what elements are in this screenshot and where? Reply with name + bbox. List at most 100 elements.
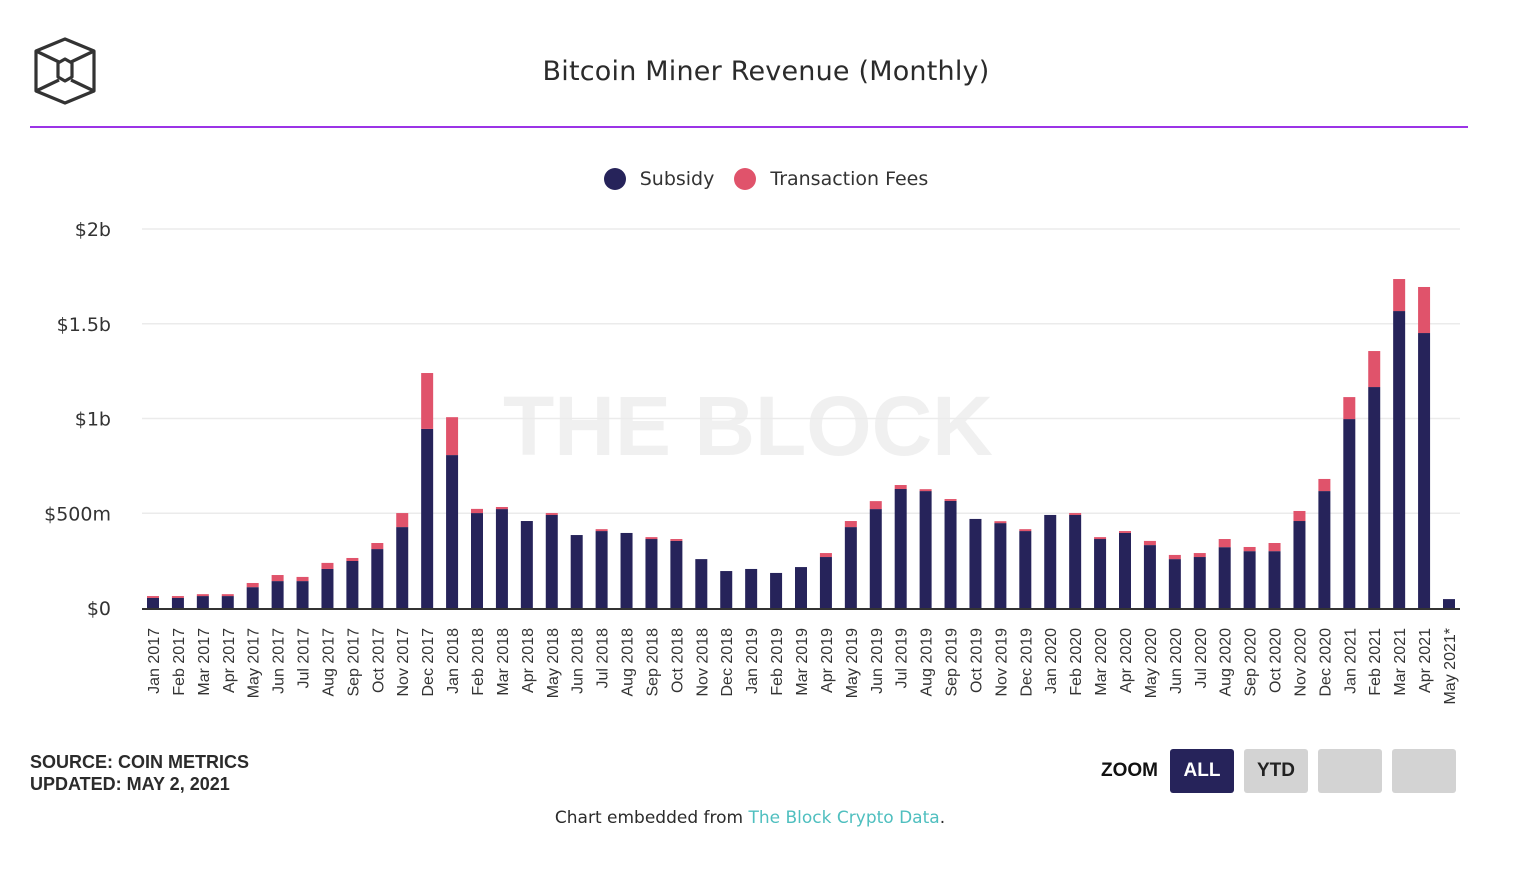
bar-transaction-fees[interactable] xyxy=(321,562,334,569)
bar-transaction-fees[interactable] xyxy=(894,485,907,489)
bar-subsidy[interactable] xyxy=(296,581,309,608)
bar-transaction-fees[interactable] xyxy=(1368,351,1381,388)
bar-subsidy[interactable] xyxy=(1168,559,1181,608)
bar-transaction-fees[interactable] xyxy=(1218,539,1231,548)
bar-subsidy[interactable] xyxy=(844,527,857,608)
bar-transaction-fees[interactable] xyxy=(147,596,159,598)
zoom-all-button[interactable]: ALL xyxy=(1170,749,1234,793)
bar-subsidy[interactable] xyxy=(1318,491,1331,608)
bar-subsidy[interactable] xyxy=(271,581,284,608)
bar-subsidy[interactable] xyxy=(545,514,558,608)
bar-subsidy[interactable] xyxy=(1019,531,1032,608)
bar-subsidy[interactable] xyxy=(171,597,184,608)
bar-transaction-fees[interactable] xyxy=(869,501,882,510)
bar-transaction-fees[interactable] xyxy=(1318,478,1331,492)
bar-subsidy[interactable] xyxy=(645,539,658,608)
bar-subsidy[interactable] xyxy=(720,571,733,608)
bar-transaction-fees[interactable] xyxy=(421,373,434,429)
bar-subsidy[interactable] xyxy=(869,509,882,608)
bar-subsidy[interactable] xyxy=(1193,557,1206,608)
bar-transaction-fees[interactable] xyxy=(844,521,857,528)
bar-transaction-fees[interactable] xyxy=(819,553,832,558)
bar-subsidy[interactable] xyxy=(795,567,807,608)
bar-subsidy[interactable] xyxy=(1343,419,1356,608)
bar-subsidy[interactable] xyxy=(1218,547,1231,608)
legend-item-subsidy[interactable]: Subsidy xyxy=(603,168,714,190)
bar-transaction-fees[interactable] xyxy=(545,513,558,515)
bar-subsidy[interactable] xyxy=(495,509,508,608)
bar-subsidy[interactable] xyxy=(1243,551,1256,608)
bar-transaction-fees[interactable] xyxy=(1193,553,1206,558)
bar-subsidy[interactable] xyxy=(371,549,384,608)
bar-subsidy[interactable] xyxy=(1443,599,1455,608)
bar-subsidy[interactable] xyxy=(670,540,683,608)
bar-transaction-fees[interactable] xyxy=(1119,531,1131,533)
bar-subsidy[interactable] xyxy=(421,428,434,608)
bar-transaction-fees[interactable] xyxy=(1393,279,1406,312)
bar-subsidy[interactable] xyxy=(520,521,533,608)
bar-transaction-fees[interactable] xyxy=(944,499,957,501)
bar-subsidy[interactable] xyxy=(819,557,832,608)
bar-transaction-fees[interactable] xyxy=(1293,510,1306,522)
bar-subsidy[interactable] xyxy=(969,518,982,608)
bar-transaction-fees[interactable] xyxy=(1268,543,1281,552)
bar-subsidy[interactable] xyxy=(944,500,957,608)
bar-transaction-fees[interactable] xyxy=(1143,540,1156,546)
bar-subsidy[interactable] xyxy=(919,491,932,608)
bar-transaction-fees[interactable] xyxy=(271,575,284,582)
bar-subsidy[interactable] xyxy=(1393,311,1406,608)
bar-transaction-fees[interactable] xyxy=(1069,513,1082,515)
bar-transaction-fees[interactable] xyxy=(595,529,608,532)
bar-subsidy[interactable] xyxy=(770,572,783,608)
bar-transaction-fees[interactable] xyxy=(919,489,932,492)
bar-transaction-fees[interactable] xyxy=(645,537,658,540)
bar-transaction-fees[interactable] xyxy=(495,506,508,510)
bar-transaction-fees[interactable] xyxy=(396,513,409,528)
bar-transaction-fees[interactable] xyxy=(1343,397,1356,420)
bar-transaction-fees[interactable] xyxy=(670,539,683,541)
bar-subsidy[interactable] xyxy=(894,488,907,608)
bar-subsidy[interactable] xyxy=(1094,539,1107,608)
bar-subsidy[interactable] xyxy=(620,532,633,608)
zoom-option-button-3[interactable] xyxy=(1318,749,1382,793)
bar-subsidy[interactable] xyxy=(695,559,708,608)
bar-transaction-fees[interactable] xyxy=(371,543,384,550)
bar-subsidy[interactable] xyxy=(1268,551,1281,608)
bar-subsidy[interactable] xyxy=(471,513,483,608)
bar-transaction-fees[interactable] xyxy=(1019,529,1032,532)
bar-subsidy[interactable] xyxy=(396,527,409,608)
bar-subsidy[interactable] xyxy=(196,596,209,608)
bar-subsidy[interactable] xyxy=(147,597,159,608)
bar-subsidy[interactable] xyxy=(346,561,359,608)
bar-subsidy[interactable] xyxy=(1368,387,1381,608)
bar-subsidy[interactable] xyxy=(1069,514,1082,608)
bar-subsidy[interactable] xyxy=(1418,333,1431,608)
bar-subsidy[interactable] xyxy=(1143,545,1156,608)
bar-transaction-fees[interactable] xyxy=(346,557,359,562)
bar-transaction-fees[interactable] xyxy=(1094,537,1107,540)
bar-transaction-fees[interactable] xyxy=(221,594,234,597)
bar-subsidy[interactable] xyxy=(994,523,1007,608)
bar-subsidy[interactable] xyxy=(595,531,608,608)
bar-subsidy[interactable] xyxy=(745,568,758,608)
bar-subsidy[interactable] xyxy=(1044,514,1057,608)
bar-subsidy[interactable] xyxy=(446,455,459,608)
bar-transaction-fees[interactable] xyxy=(296,576,309,582)
legend-item-fees[interactable]: Transaction Fees xyxy=(734,168,928,190)
bar-subsidy[interactable] xyxy=(1119,532,1131,608)
zoom-option-button-4[interactable] xyxy=(1392,749,1456,793)
bar-transaction-fees[interactable] xyxy=(171,596,184,598)
bar-subsidy[interactable] xyxy=(221,596,234,608)
bar-subsidy[interactable] xyxy=(1293,521,1306,608)
bar-transaction-fees[interactable] xyxy=(1168,554,1181,560)
bar-transaction-fees[interactable] xyxy=(1243,546,1256,552)
bar-subsidy[interactable] xyxy=(246,587,259,608)
bar-transaction-fees[interactable] xyxy=(471,508,483,514)
the-block-crypto-data-link[interactable]: The Block Crypto Data xyxy=(748,808,940,828)
bar-transaction-fees[interactable] xyxy=(994,521,1007,524)
bar-transaction-fees[interactable] xyxy=(196,594,209,597)
zoom-ytd-button[interactable]: YTD xyxy=(1244,749,1308,793)
bar-transaction-fees[interactable] xyxy=(246,582,259,588)
bar-transaction-fees[interactable] xyxy=(1418,286,1431,334)
bar-subsidy[interactable] xyxy=(570,535,583,608)
